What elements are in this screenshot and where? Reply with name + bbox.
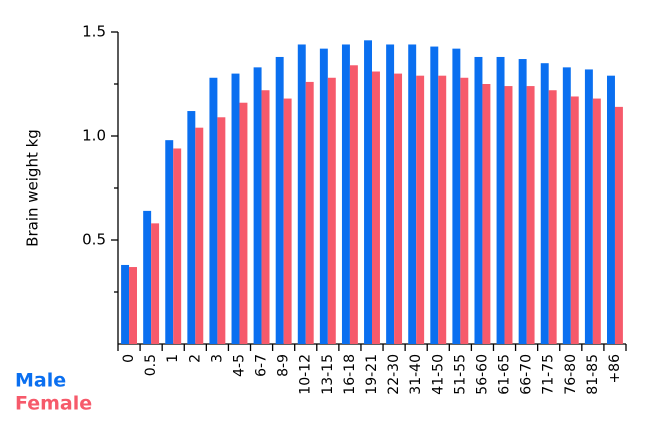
bar bbox=[460, 77, 469, 344]
x-tick-label: 61-65 bbox=[497, 354, 513, 395]
legend-label: Male bbox=[15, 370, 66, 392]
bar bbox=[319, 48, 328, 344]
bar bbox=[496, 56, 505, 345]
x-tick-label: 66-70 bbox=[519, 354, 535, 395]
bar bbox=[253, 67, 262, 345]
bar bbox=[283, 98, 292, 344]
bar bbox=[297, 44, 306, 344]
bar bbox=[474, 56, 483, 345]
bar bbox=[518, 59, 527, 344]
bar bbox=[408, 44, 417, 344]
y-tick-label: 1.5 bbox=[82, 23, 106, 41]
x-tick-label: 56-60 bbox=[474, 354, 490, 395]
x-tick-label: 13-15 bbox=[320, 354, 336, 395]
bar bbox=[504, 86, 513, 344]
bar bbox=[416, 75, 425, 345]
x-tick-label: 71-75 bbox=[541, 354, 557, 395]
legend-label: Female bbox=[15, 393, 92, 415]
x-tick-label: 76-80 bbox=[563, 354, 579, 395]
bar bbox=[394, 73, 403, 344]
bar bbox=[341, 44, 350, 344]
y-tick-label: 0.5 bbox=[82, 231, 106, 249]
bar bbox=[540, 63, 549, 344]
bar bbox=[187, 111, 196, 344]
bar bbox=[430, 46, 439, 345]
bar bbox=[275, 56, 284, 345]
x-tick-label: 10-12 bbox=[298, 354, 314, 395]
bar bbox=[526, 86, 535, 344]
bar bbox=[548, 90, 557, 345]
bar bbox=[592, 98, 601, 344]
bar bbox=[482, 84, 491, 344]
bar bbox=[562, 67, 571, 345]
bar bbox=[165, 140, 174, 344]
x-tick-label: 19-21 bbox=[364, 354, 380, 395]
x-tick-label: 22-30 bbox=[386, 354, 402, 395]
bar bbox=[143, 210, 152, 344]
x-tick-label: 4-5 bbox=[231, 354, 247, 377]
y-axis-label: Brain weight kg bbox=[24, 129, 42, 247]
bar bbox=[386, 44, 395, 344]
bar bbox=[209, 77, 218, 344]
bar bbox=[129, 267, 137, 344]
bar bbox=[372, 71, 380, 345]
x-tick-label: 16-18 bbox=[342, 354, 358, 395]
y-tick-label: 1.0 bbox=[82, 127, 106, 145]
bar bbox=[231, 73, 240, 344]
bar bbox=[584, 69, 593, 344]
x-tick-label: 6-7 bbox=[254, 354, 270, 377]
x-tick-label: 3 bbox=[209, 354, 225, 363]
bar bbox=[570, 96, 579, 344]
bar bbox=[364, 40, 372, 344]
bar bbox=[173, 148, 182, 344]
bar bbox=[614, 106, 623, 344]
bar bbox=[121, 264, 130, 344]
x-tick-label: 8-9 bbox=[276, 354, 292, 377]
bar bbox=[217, 117, 226, 344]
bar bbox=[349, 65, 358, 344]
x-tick-label: 51-55 bbox=[452, 354, 468, 395]
bar bbox=[151, 223, 160, 344]
bar bbox=[607, 75, 615, 345]
bar bbox=[452, 48, 461, 344]
x-tick-label: +86 bbox=[607, 354, 623, 384]
x-tick-label: 31-40 bbox=[408, 354, 424, 395]
bar bbox=[327, 77, 336, 344]
x-tick-label: 41-50 bbox=[430, 354, 446, 395]
bar bbox=[239, 102, 248, 344]
bar bbox=[261, 90, 270, 345]
x-tick-label: 0 bbox=[121, 354, 137, 363]
bar bbox=[438, 75, 447, 345]
x-tick-label: 2 bbox=[187, 354, 203, 363]
bar bbox=[305, 81, 314, 345]
x-tick-label: 0.5 bbox=[143, 354, 159, 376]
x-tick-label: 1 bbox=[165, 354, 181, 363]
x-tick-label: 81-85 bbox=[585, 354, 601, 395]
bar bbox=[195, 127, 204, 345]
